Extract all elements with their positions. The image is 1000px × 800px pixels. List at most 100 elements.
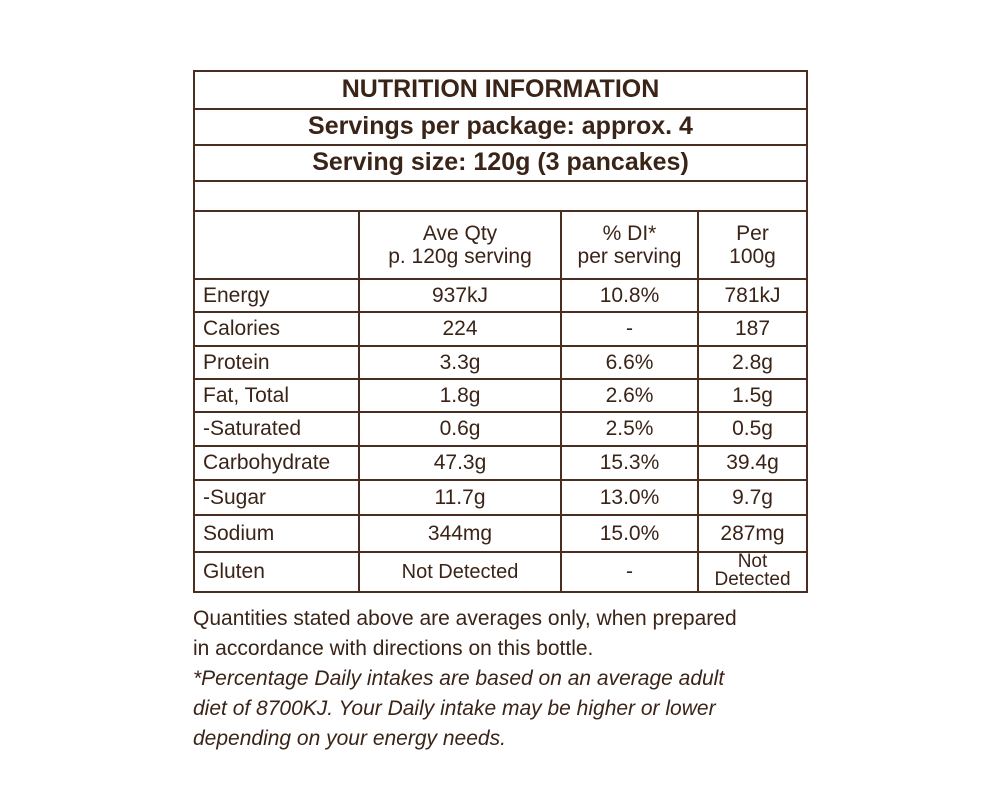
nutrient-row: Gluten Not Detected - Not Detected	[193, 551, 808, 593]
value-text: Not Detected	[401, 561, 519, 583]
nutrient-name: Calories	[193, 311, 360, 347]
value-text: -	[626, 560, 633, 584]
footer-disclaimer: *Percentage Daily intakes are based on a…	[193, 667, 725, 690]
value-text: 0.6g	[439, 417, 481, 441]
nutrient-value: 0.6g	[358, 411, 562, 447]
nutrient-name: Gluten	[193, 551, 360, 593]
table-body: NUTRITION INFORMATION Servings per packa…	[193, 70, 808, 593]
value-text: 6.6%	[605, 350, 654, 374]
value-text: Not Detected	[714, 551, 791, 591]
value-text: 15.3%	[599, 451, 660, 475]
header-line: Per	[736, 221, 769, 245]
value-text: 2.8g	[732, 350, 773, 374]
header-line: 100g	[729, 245, 776, 268]
nutrient-value: 15.0%	[560, 514, 699, 553]
nutrient-row: Sodium 344mg 15.0% 287mg	[193, 514, 808, 553]
value-text: 224	[442, 317, 478, 341]
column-header-row: Ave Qty p. 120g serving% DI* per serving Pe…	[193, 210, 808, 280]
nutrient-value: 781kJ	[697, 278, 808, 313]
nutrient-value: -	[560, 551, 699, 593]
blank-header	[193, 210, 360, 280]
header-line: per serving	[577, 245, 682, 268]
nutrient-row: -Saturated 0.6g 2.5% 0.5g	[193, 411, 808, 447]
nutrient-name: Fat, Total	[193, 378, 360, 413]
nutrient-value: 1.8g	[358, 378, 562, 413]
nutrient-value: 6.6%	[560, 345, 699, 380]
footer-note: in accordance with directions on this bo…	[193, 637, 594, 660]
nutrient-value: 0.5g	[697, 411, 808, 447]
servings: Servings per package: approx. 4	[193, 108, 808, 146]
value-text: 3.3g	[439, 350, 481, 374]
footer-disclaimer: depending on your energy needs.	[193, 727, 506, 750]
title: NUTRITION INFORMATION	[193, 70, 808, 110]
nutrient-value: 344mg	[358, 514, 562, 553]
title-row: NUTRITION INFORMATION	[193, 70, 808, 110]
column-header: Ave Qty p. 120g serving	[358, 210, 562, 280]
value-text: 287mg	[720, 521, 785, 545]
value-text: 0.5g	[732, 417, 773, 441]
value-text: -	[626, 317, 633, 341]
nutrient-value: 2.8g	[697, 345, 808, 380]
nutrient-name: Carbohydrate	[193, 445, 360, 481]
header-line: Ave Qty	[422, 221, 498, 245]
value-text: 39.4g	[726, 451, 779, 475]
footer-disclaimer: diet of 8700KJ. Your Daily intake may be…	[193, 697, 716, 720]
nutrient-row: Carbohydrate 47.3g 15.3% 39.4g	[193, 445, 808, 481]
nutrient-value: 11.7g	[358, 479, 562, 516]
value-text: 1.8g	[439, 383, 481, 407]
value-text: 937kJ	[431, 283, 489, 307]
nutrient-value: 2.5%	[560, 411, 699, 447]
nutrient-value: 10.8%	[560, 278, 699, 313]
nutrient-value: 47.3g	[358, 445, 562, 481]
servings-row: Servings per package: approx. 4	[193, 108, 808, 146]
value-text: 2.6%	[605, 383, 654, 407]
value-text: 2.5%	[605, 417, 654, 441]
nutrient-value: 287mg	[697, 514, 808, 553]
footer-note: Quantities stated above are averages onl…	[193, 607, 737, 630]
footer: Quantities stated above are averages onl…	[193, 604, 737, 754]
nutrient-row: Energy 937kJ 10.8% 781kJ	[193, 278, 808, 313]
nutrient-value: 3.3g	[358, 345, 562, 380]
value-text: 13.0%	[599, 485, 660, 509]
nutrient-name: -Saturated	[193, 411, 360, 447]
nutrient-value: -	[560, 311, 699, 347]
value-text: 11.7g	[434, 485, 486, 509]
nutrition-table: NUTRITION INFORMATION Servings per packa…	[193, 70, 808, 593]
serving-size: Serving size: 120g (3 pancakes)	[193, 144, 808, 182]
nutrient-value: 15.3%	[560, 445, 699, 481]
spacer-row	[193, 180, 808, 212]
nutrient-value: Not Detected	[697, 551, 808, 593]
value-text: 187	[734, 317, 771, 341]
header-line: % DI*	[602, 221, 657, 245]
nutrient-value: 187	[697, 311, 808, 347]
nutrient-value: 9.7g	[697, 479, 808, 516]
nutrient-row: Protein 3.3g 6.6% 2.8g	[193, 345, 808, 380]
header-line: p. 120g serving	[388, 245, 532, 268]
nutrient-row: Fat, Total 1.8g 2.6% 1.5g	[193, 378, 808, 413]
serving-size-row: Serving size: 120g (3 pancakes)	[193, 144, 808, 182]
value-text: 781kJ	[724, 283, 781, 307]
nutrient-name: Sodium	[193, 514, 360, 553]
nutrient-value: 224	[358, 311, 562, 347]
value-text: 10.8%	[599, 283, 660, 307]
nutrient-value: 937kJ	[358, 278, 562, 313]
nutrient-value: 2.6%	[560, 378, 699, 413]
nutrient-row: -Sugar 11.7g 13.0% 9.7g	[193, 479, 808, 516]
nutrient-name: -Sugar	[193, 479, 360, 516]
nutrient-value: 1.5g	[697, 378, 808, 413]
spacer	[193, 180, 808, 212]
value-text: 15.0%	[599, 521, 660, 545]
value-text: 1.5g	[732, 383, 773, 407]
value-text: 9.7g	[732, 485, 773, 509]
column-header: % DI* per serving	[560, 210, 699, 280]
nutrient-name: Protein	[193, 345, 360, 380]
nutrient-value: 13.0%	[560, 479, 699, 516]
column-header: Per 100g	[697, 210, 808, 280]
nutrient-value: 39.4g	[697, 445, 808, 481]
nutrient-name: Energy	[193, 278, 360, 313]
value-text: 344mg	[427, 521, 493, 545]
value-text: 47.3g	[433, 451, 487, 475]
nutrient-row: Calories 224 - 187	[193, 311, 808, 347]
nutrient-value: Not Detected	[358, 551, 562, 593]
